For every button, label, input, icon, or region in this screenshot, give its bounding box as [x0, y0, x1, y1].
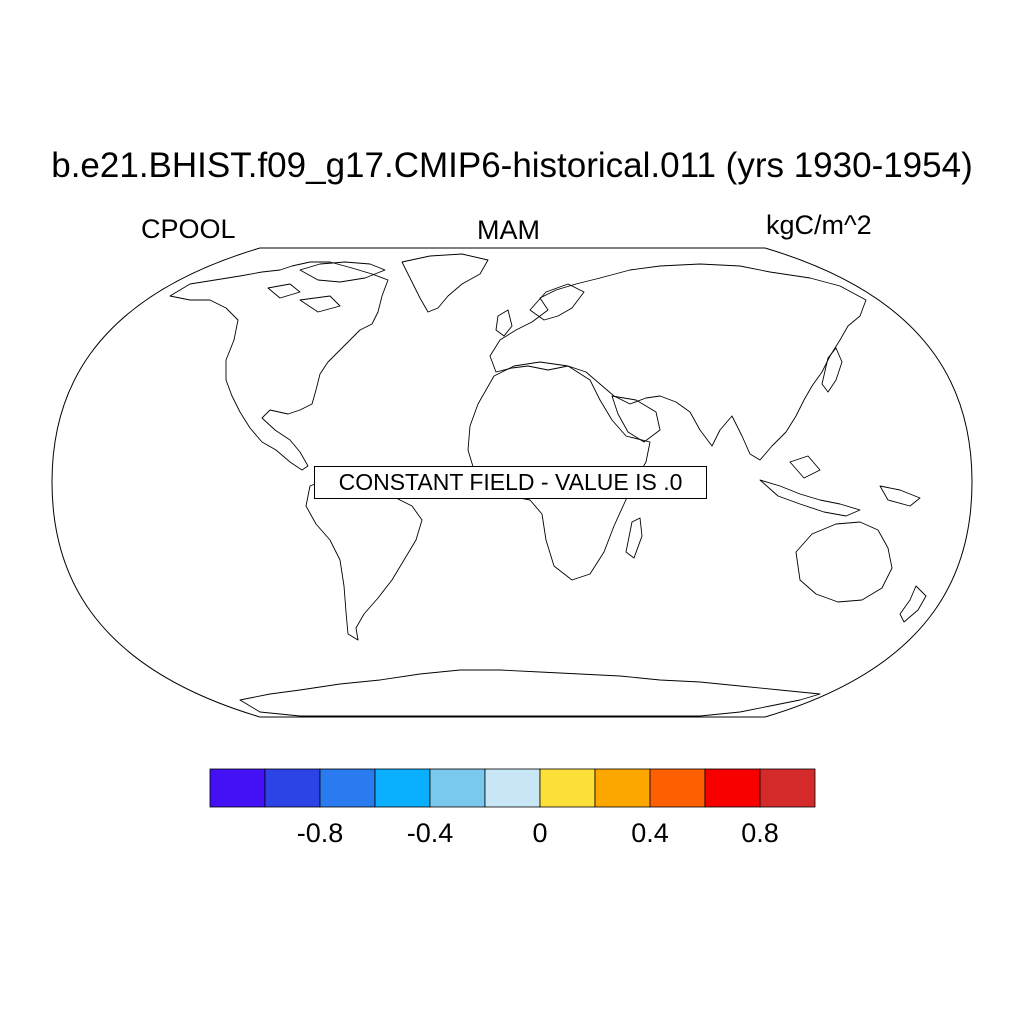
coastline-greenland	[401, 253, 489, 313]
colorbar-box	[594, 768, 651, 808]
coastline-indonesia	[759, 455, 921, 517]
coastline-new-zealand	[899, 585, 927, 623]
colorbar-tick-label: -0.4	[406, 818, 454, 848]
units-label: kgC/m^2	[766, 210, 872, 240]
map-boundary	[51, 247, 973, 718]
coastline-arabia	[611, 395, 661, 443]
constant-field-message: CONSTANT FIELD - VALUE IS .0	[314, 466, 707, 499]
plot-title: b.e21.BHIST.f09_g17.CMIP6-historical.011…	[51, 146, 973, 185]
colorbar-box	[209, 768, 266, 808]
colorbar-tick-label: 0.8	[741, 818, 779, 848]
season-label: MAM	[477, 215, 540, 245]
colorbar-tick-label: 0	[532, 818, 548, 848]
coastline-uk	[495, 309, 513, 337]
colorbar-box	[759, 768, 816, 808]
coastline-eurasia	[489, 263, 867, 461]
coastline-north-america	[169, 261, 389, 471]
variable-label: CPOOL	[141, 214, 236, 244]
colorbar-box	[374, 768, 431, 808]
coastline-japan	[821, 347, 843, 393]
colorbar-box	[704, 768, 761, 808]
colorbar-tick-label: 0.4	[631, 818, 669, 848]
coastline-antarctica	[239, 669, 821, 717]
colorbar-box	[319, 768, 376, 808]
coastline-madagascar	[625, 517, 643, 559]
colorbar-tick-label: -0.8	[296, 818, 344, 848]
coastline-australia	[795, 521, 893, 603]
colorbar-box	[264, 768, 321, 808]
coastline-arctic-islands	[267, 261, 386, 313]
coastline-scandinavia	[529, 283, 585, 321]
colorbar-box	[649, 768, 706, 808]
colorbar-box	[539, 768, 596, 808]
colorbar-box	[429, 768, 486, 808]
colorbar-box	[484, 768, 541, 808]
